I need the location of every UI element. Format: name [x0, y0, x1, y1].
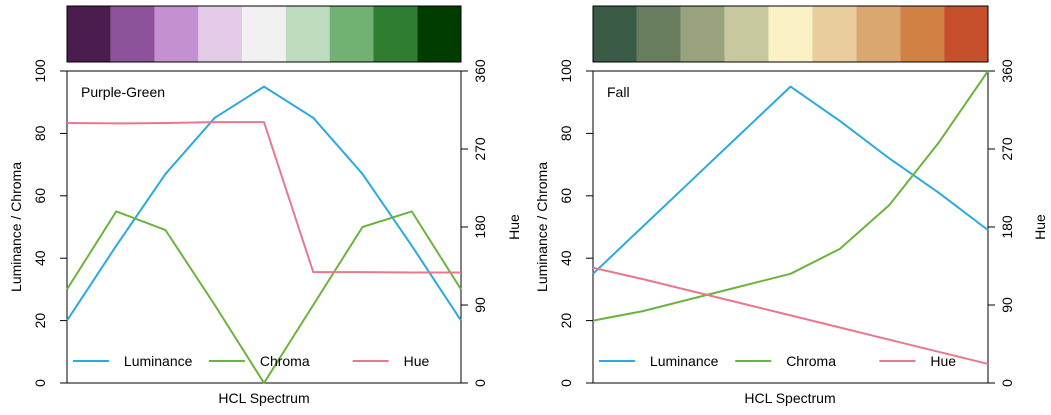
- series-line-chroma: [593, 71, 988, 321]
- palette-swatch: [812, 6, 856, 62]
- y-right-tick-label: 360: [999, 59, 1015, 83]
- plot-frame: [67, 71, 461, 383]
- panel-purple-green: Purple-Green HCL Spectrum Luminance / Ch…: [8, 6, 522, 406]
- y-right-tick-label: 270: [472, 137, 488, 161]
- x-axis-title: HCL Spectrum: [218, 390, 309, 406]
- panel-title: Purple-Green: [81, 84, 165, 100]
- series-line-hue: [593, 268, 988, 364]
- palette-swatch: [373, 6, 417, 62]
- palette-swatch: [417, 6, 461, 62]
- y-left-tick-label: 0: [32, 379, 48, 387]
- palette-swatch: [330, 6, 374, 62]
- series-line-luminance: [593, 87, 988, 274]
- palette-swatch: [286, 6, 330, 62]
- y-right-tick-label: 180: [472, 215, 488, 239]
- y-right-tick-label: 0: [999, 379, 1015, 387]
- y-left-tick-label: 100: [558, 59, 574, 83]
- plot-frame: [593, 71, 988, 383]
- y-left-tick-label: 20: [558, 313, 574, 329]
- palette-swatch: [900, 6, 944, 62]
- palette-swatch: [593, 6, 637, 62]
- y-left-tick-label: 40: [32, 250, 48, 266]
- y-left-tick-label: 80: [32, 125, 48, 141]
- legend-label-chroma: Chroma: [260, 353, 310, 369]
- legend-label-chroma: Chroma: [786, 353, 836, 369]
- legend-label-hue: Hue: [404, 353, 430, 369]
- y-right-tick-label: 180: [999, 215, 1015, 239]
- y-left-tick-label: 100: [32, 59, 48, 83]
- legend-label-hue: Hue: [930, 353, 956, 369]
- panel-title: Fall: [607, 84, 630, 100]
- y-axis-left-title: Luminance / Chroma: [534, 162, 550, 292]
- panel-fall: Fall HCL Spectrum Luminance / Chroma Hue…: [534, 6, 1048, 406]
- palette-swatch: [856, 6, 900, 62]
- y-left-tick-label: 20: [32, 313, 48, 329]
- legend-label-luminance: Luminance: [124, 353, 193, 369]
- palette-swatch: [198, 6, 242, 62]
- y-left-tick-label: 60: [32, 188, 48, 204]
- palette-swatch: [111, 6, 155, 62]
- palette-swatch: [637, 6, 681, 62]
- palette-swatch: [242, 6, 286, 62]
- palette-swatch: [944, 6, 988, 62]
- palette-swatch: [769, 6, 813, 62]
- palette-swatch: [725, 6, 769, 62]
- y-axis-right-title: Hue: [506, 214, 522, 240]
- y-right-tick-label: 270: [999, 137, 1015, 161]
- palette-swatch: [155, 6, 199, 62]
- legend-label-luminance: Luminance: [650, 353, 719, 369]
- y-right-tick-label: 90: [999, 297, 1015, 313]
- y-left-tick-label: 40: [558, 250, 574, 266]
- y-right-tick-label: 0: [472, 379, 488, 387]
- y-axis-right-title: Hue: [1032, 214, 1048, 240]
- y-right-tick-label: 360: [472, 59, 488, 83]
- y-left-tick-label: 80: [558, 125, 574, 141]
- palette-swatch: [681, 6, 725, 62]
- series-line-hue: [67, 122, 461, 272]
- y-right-tick-label: 90: [472, 297, 488, 313]
- y-left-tick-label: 60: [558, 188, 574, 204]
- y-axis-left-title: Luminance / Chroma: [8, 162, 24, 292]
- y-left-tick-label: 0: [558, 379, 574, 387]
- palette-swatch: [67, 6, 111, 62]
- x-axis-title: HCL Spectrum: [744, 390, 835, 406]
